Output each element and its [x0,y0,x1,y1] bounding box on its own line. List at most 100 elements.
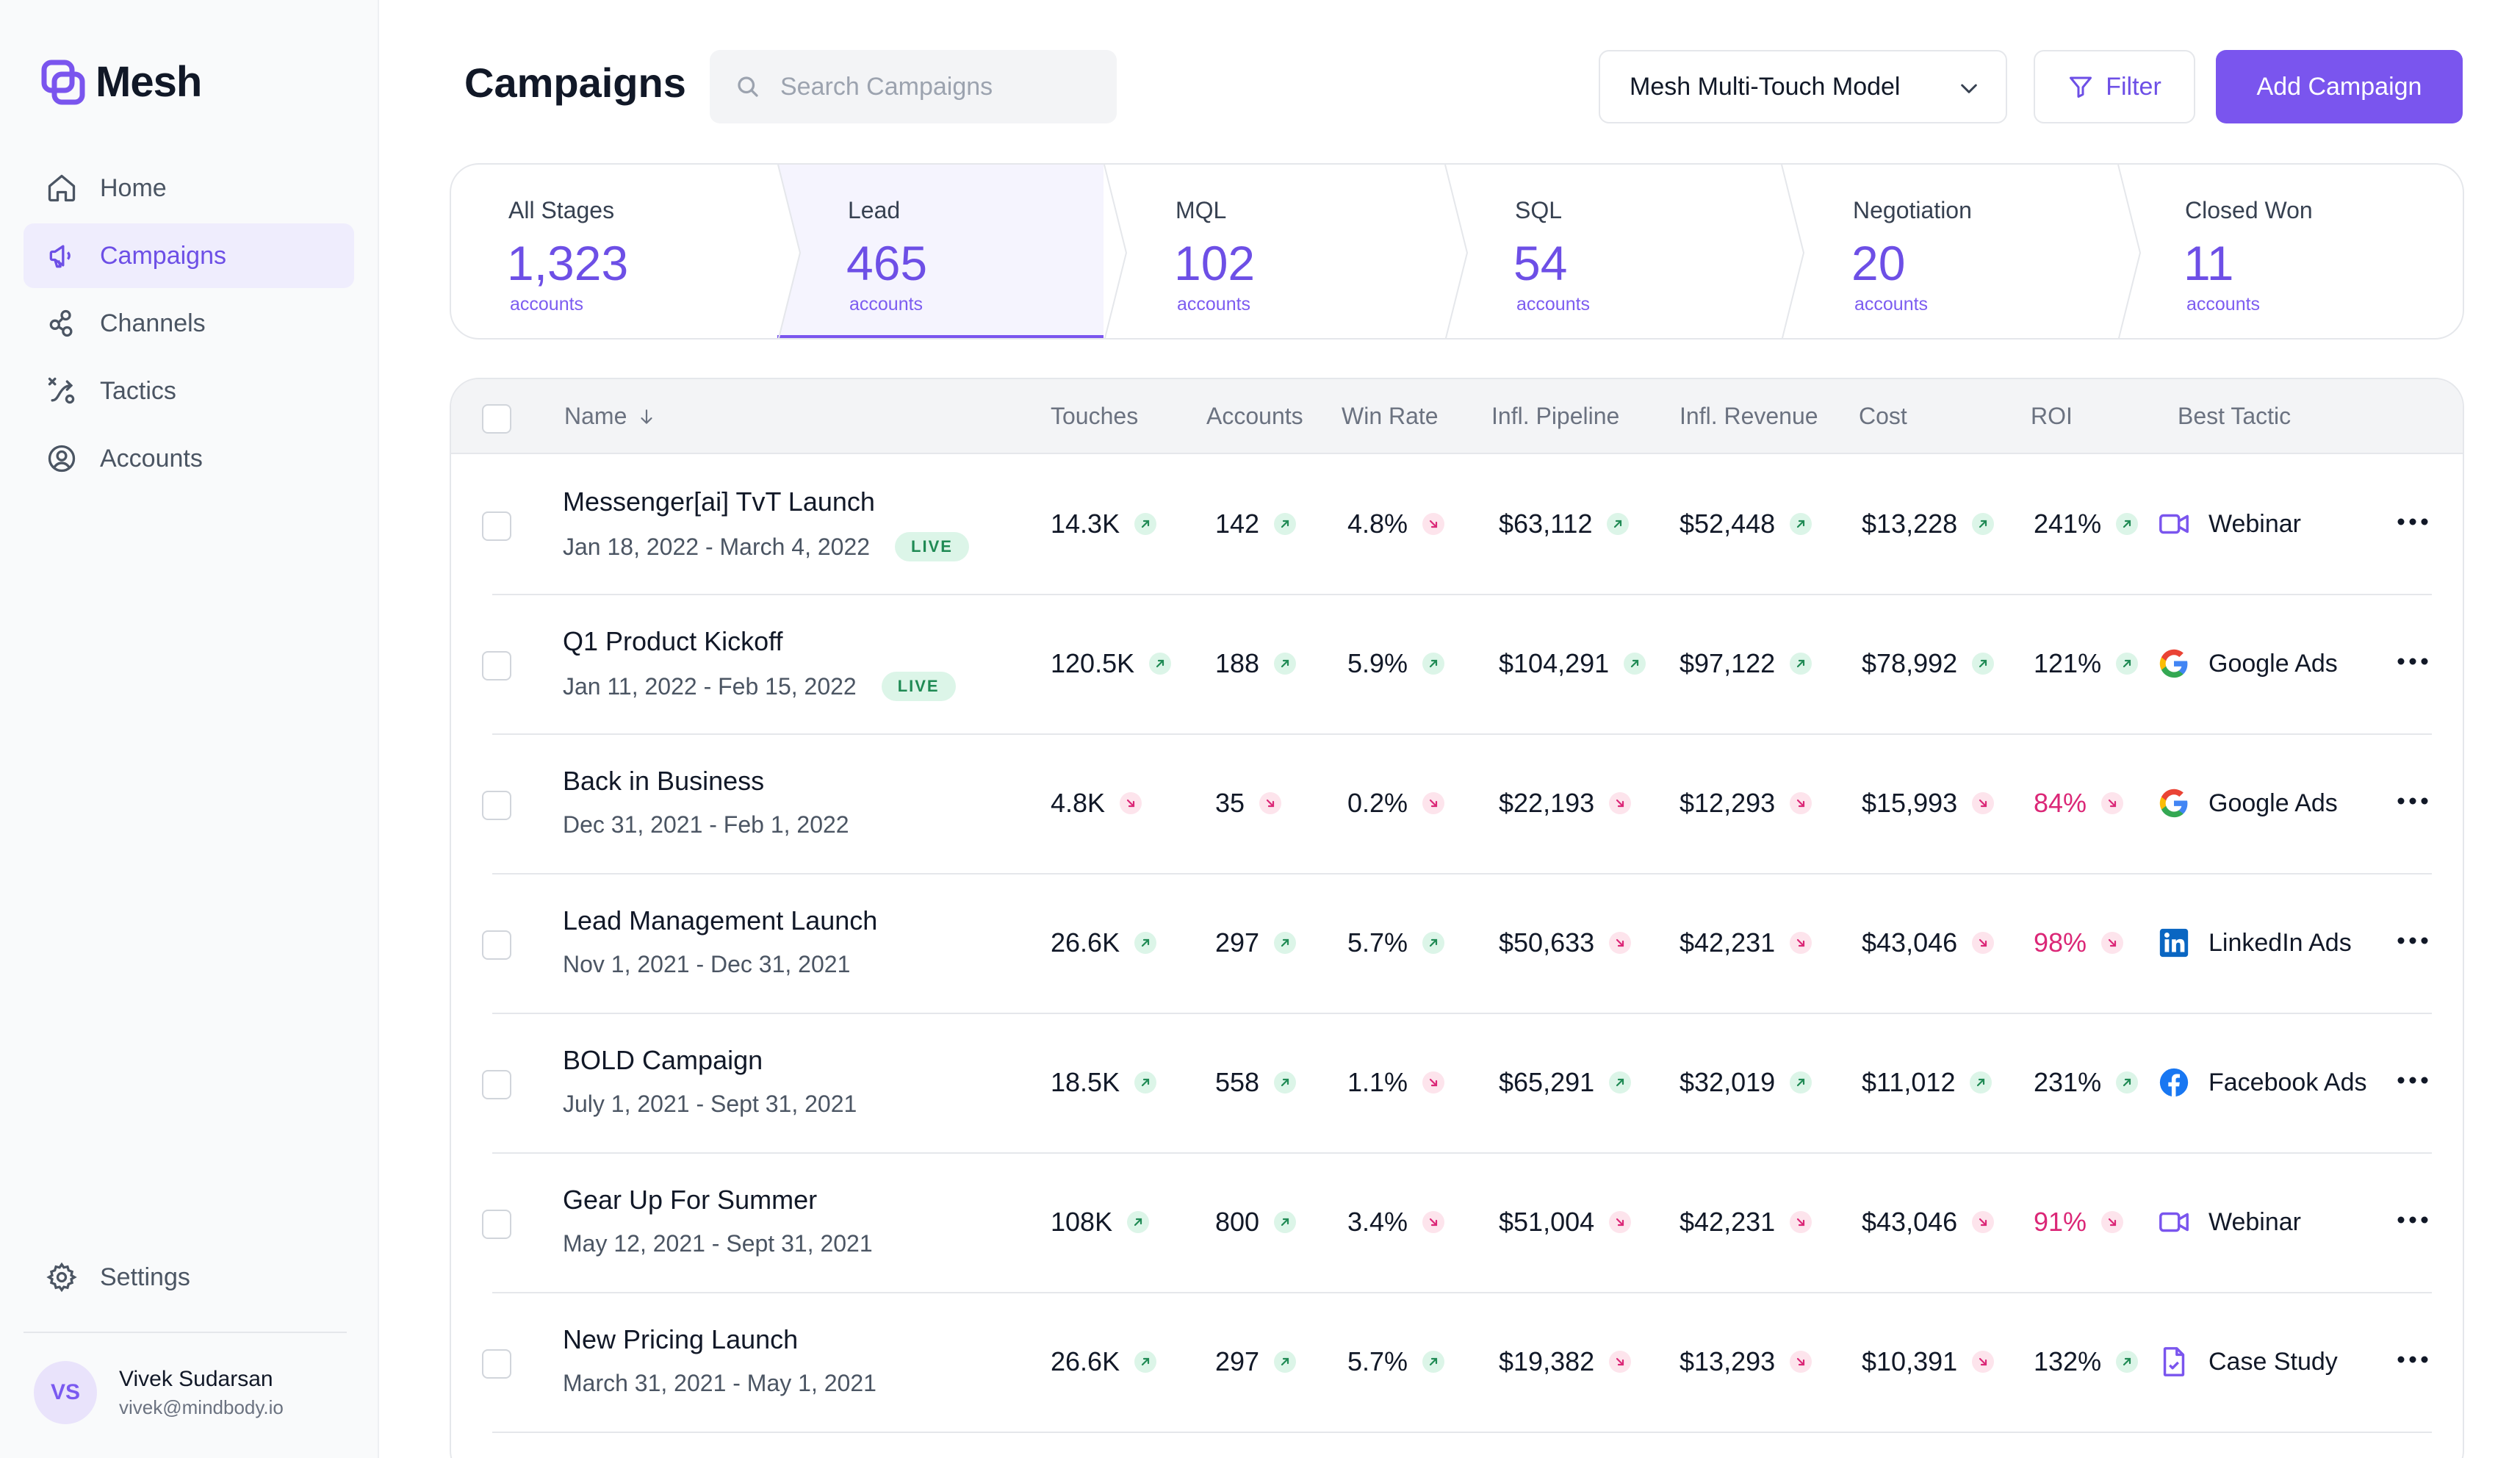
trend-up-icon [1274,1351,1297,1373]
table-row[interactable]: Gear Up For Summer May 12, 2021 - Sept 31… [451,1154,2463,1293]
campaign-name[interactable]: Messenger[ai] TvT Launch [563,486,875,517]
sidebar-item-tactics[interactable]: Tactics [24,359,354,423]
add-campaign-button[interactable]: Add Campaign [2216,50,2463,123]
more-options-icon[interactable] [2397,1352,2429,1367]
table-row[interactable]: Q1 Product Kickoff Jan 11, 2022 - Feb 15,… [451,595,2463,735]
trend-down-icon [1422,513,1445,535]
stage-sub: accounts [1516,294,1591,315]
stage-lead[interactable]: Lead 465 accounts [777,165,1104,338]
more-options-icon[interactable] [2397,794,2429,808]
cell-value: 4.8% [1347,509,1408,539]
campaign-name[interactable]: BOLD Campaign [563,1045,763,1075]
sidebar-item-channels[interactable]: Channels [24,291,354,356]
column-header-win-rate[interactable]: Win Rate [1342,403,1439,429]
campaign-name[interactable]: Q1 Product Kickoff [563,626,783,656]
tactic-label: Case Study [2208,1347,2338,1376]
row-checkbox[interactable] [482,1070,511,1099]
table-header: Name Touches Accounts Win Rate Infl. Pip… [451,379,2463,454]
table-row[interactable]: Lead Management Launch Nov 1, 2021 - Dec … [451,875,2463,1014]
logo[interactable]: Mesh [41,57,202,107]
more-options-icon[interactable] [2397,514,2429,529]
campaign-name[interactable]: Lead Management Launch [563,905,878,936]
search-input[interactable] [780,72,1104,101]
row-checkbox[interactable] [482,930,511,960]
best-tactic[interactable]: Google Ads [2157,647,2338,680]
more-options-icon[interactable] [2397,1213,2429,1227]
best-tactic[interactable]: Webinar [2157,1205,2301,1239]
stage-sub: accounts [510,294,584,315]
stage-label: SQL [1515,197,1563,223]
best-tactic[interactable]: Webinar [2157,507,2301,541]
column-header-roi[interactable]: ROI [2031,403,2073,429]
row-checkbox[interactable] [482,511,511,541]
stage-negotiation[interactable]: Negotiation 20 accounts [1781,165,2117,338]
column-header-revenue[interactable]: Infl. Revenue [1680,403,1818,429]
stage-all[interactable]: All Stages 1,323 accounts [451,165,777,338]
best-tactic[interactable]: Case Study [2157,1345,2338,1379]
table-row[interactable]: Messenger[ai] TvT Launch Jan 18, 2022 - M… [451,456,2463,595]
campaign-name[interactable]: New Pricing Launch [563,1324,799,1354]
cell-touches: 18.5K [1051,1067,1157,1098]
stage-mql[interactable]: MQL 102 accounts [1104,165,1444,338]
trend-down-icon [2101,792,2124,814]
trend-up-icon [2116,653,2139,675]
cell-revenue: $12,293 [1680,788,1812,819]
user-profile[interactable]: VS Vivek Sudarsan vivek@mindbody.io [34,1361,284,1424]
row-checkbox[interactable] [482,791,511,820]
row-checkbox[interactable] [482,1349,511,1379]
table-row[interactable]: BOLD Campaign July 1, 2021 - Sept 31, 202… [451,1014,2463,1154]
page-title: Campaigns [464,60,686,106]
column-header-cost[interactable]: Cost [1859,403,1907,429]
attribution-model-select[interactable]: Mesh Multi-Touch Model [1599,50,2007,123]
stage-value: 1,323 [507,236,629,290]
table-row[interactable]: Back in Business Dec 31, 2021 - Feb 1, 20… [451,735,2463,875]
sidebar-item-home[interactable]: Home [24,156,354,220]
sidebar-item-campaigns[interactable]: Campaigns [24,223,354,288]
column-header-name[interactable]: Name [564,403,656,430]
sidebar-item-accounts[interactable]: Accounts [24,426,354,491]
campaign-name[interactable]: Gear Up For Summer [563,1185,818,1215]
campaign-name[interactable]: Back in Business [563,766,765,796]
column-header-accounts[interactable]: Accounts [1206,403,1303,429]
more-options-icon[interactable] [2397,654,2429,669]
cell-value: $13,293 [1680,1346,1776,1376]
stage-sub: accounts [1177,294,1251,315]
stage-active-underline [777,335,1104,338]
cell-value: $12,293 [1680,788,1776,818]
stage-closed-won[interactable]: Closed Won 11 accounts [2117,165,2463,338]
more-options-icon[interactable] [2397,933,2429,948]
more-options-icon[interactable] [2397,1073,2429,1088]
cell-roi: 231% [2034,1067,2139,1098]
trend-up-icon [1790,1071,1812,1094]
column-header-pipeline[interactable]: Infl. Pipeline [1491,403,1620,429]
stage-value: 102 [1174,236,1256,290]
tactic-label: Webinar [2208,1207,2301,1236]
search-box[interactable] [710,50,1117,123]
campaign-date-range: Dec 31, 2021 - Feb 1, 2022 [563,811,849,838]
trend-up-icon [1274,513,1297,535]
column-header-best-tactic[interactable]: Best Tactic [2178,403,2292,429]
tactic-label: Google Ads [2208,649,2338,678]
cell-cost: $13,228 [1862,509,1995,539]
trend-down-icon [1972,792,1995,814]
filter-button[interactable]: Filter [2034,50,2195,123]
table-row[interactable]: New Pricing Launch March 31, 2021 - May 1… [451,1293,2463,1433]
cell-value: 14.3K [1051,509,1120,539]
stage-label: Negotiation [1853,197,1972,223]
cell-cost: $10,391 [1862,1346,1995,1377]
row-checkbox[interactable] [482,1210,511,1239]
trend-down-icon [1422,1071,1445,1094]
model-select-value: Mesh Multi-Touch Model [1630,72,1901,101]
sidebar-item-settings[interactable]: Settings [46,1261,190,1293]
best-tactic[interactable]: LinkedIn Ads [2157,926,2352,960]
row-divider [492,1152,2432,1154]
trend-up-icon [1972,653,1995,675]
cell-accounts: 558 [1215,1067,1297,1098]
stage-sql[interactable]: SQL 54 accounts [1444,165,1781,338]
best-tactic[interactable]: Google Ads [2157,786,2338,820]
select-all-checkbox[interactable] [482,404,511,434]
row-checkbox[interactable] [482,651,511,680]
settings-label: Settings [100,1263,190,1291]
column-header-touches[interactable]: Touches [1051,403,1139,429]
best-tactic[interactable]: Facebook Ads [2157,1066,2366,1099]
